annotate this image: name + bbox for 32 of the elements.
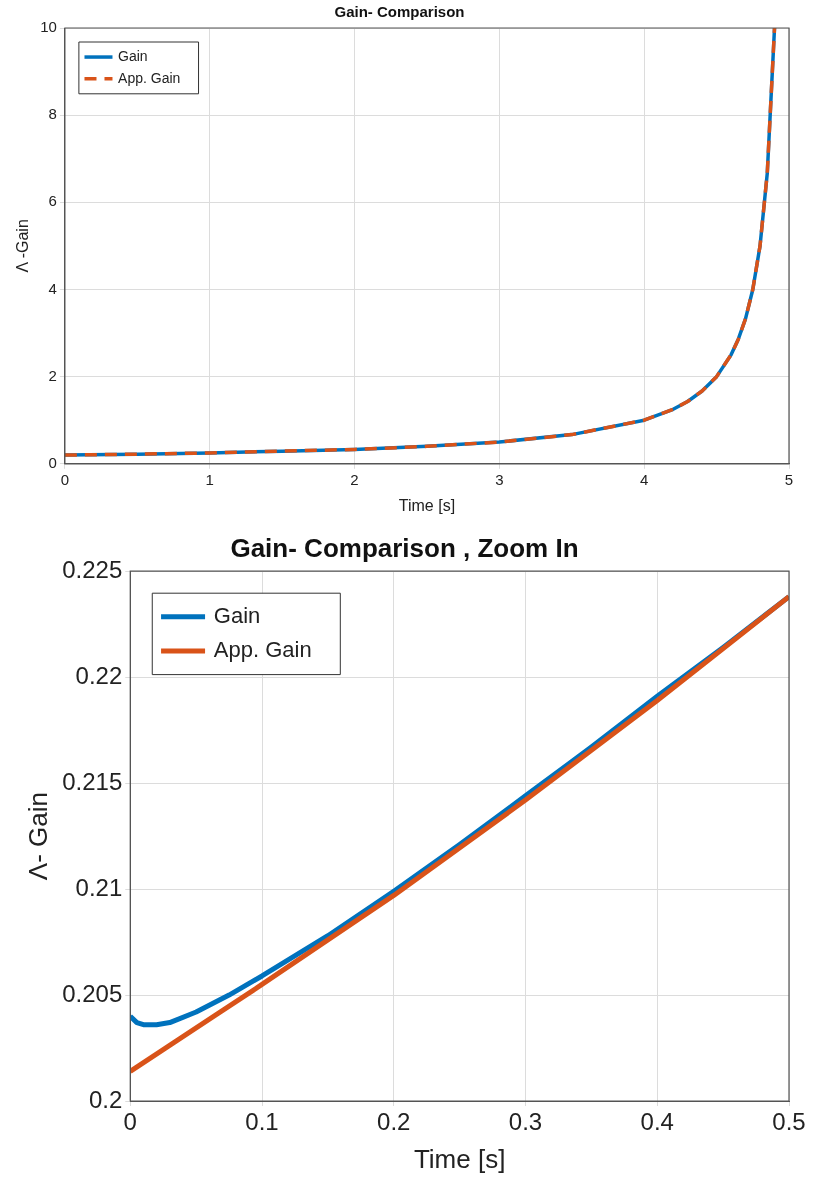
legend-label: App. Gain bbox=[118, 69, 181, 86]
y-tick-label: 0.225 bbox=[62, 555, 123, 583]
x-tick-label: 1 bbox=[205, 470, 214, 488]
x-tick-label: 3 bbox=[495, 470, 504, 488]
x-tick-label: 0.3 bbox=[508, 1108, 543, 1136]
y-tick-label: 8 bbox=[48, 105, 57, 123]
x-tick-label: 5 bbox=[784, 470, 794, 488]
y-tick-label: 0.22 bbox=[75, 661, 123, 689]
y-tick-label: 0 bbox=[48, 453, 57, 471]
y-tick-label: 2 bbox=[48, 366, 57, 384]
y-axis-title: Λ -Gain bbox=[14, 219, 32, 273]
chart-title: Gain- Comparison , Zoom In bbox=[230, 532, 579, 563]
y-tick-label: 0.21 bbox=[75, 873, 123, 901]
x-tick-label: 0.5 bbox=[772, 1108, 806, 1136]
y-tick-label: 6 bbox=[48, 192, 57, 210]
x-axis-title: Time [s] bbox=[413, 1143, 506, 1174]
y-tick-label: 4 bbox=[48, 279, 57, 297]
x-tick-label: 0.2 bbox=[377, 1108, 411, 1136]
legend-label: Gain bbox=[118, 47, 148, 64]
y-tick-label: 0.205 bbox=[62, 979, 123, 1007]
legend-label: App. Gain bbox=[213, 637, 312, 663]
y-tick-label: 10 bbox=[40, 18, 57, 36]
y-tick-label: 0.2 bbox=[88, 1085, 123, 1113]
x-tick-label: 0.1 bbox=[245, 1108, 279, 1136]
y-axis-title: Λ- Gain bbox=[22, 792, 53, 881]
y-tick-label: 0.215 bbox=[62, 767, 123, 795]
x-tick-label: 0.4 bbox=[640, 1108, 674, 1136]
x-tick-label: 2 bbox=[350, 470, 359, 488]
x-axis-title: Time [s] bbox=[398, 496, 456, 514]
x-tick-label: 4 bbox=[640, 470, 649, 488]
legend-label: Gain bbox=[213, 602, 261, 628]
chart-title: Gain- Comparison bbox=[334, 3, 465, 21]
